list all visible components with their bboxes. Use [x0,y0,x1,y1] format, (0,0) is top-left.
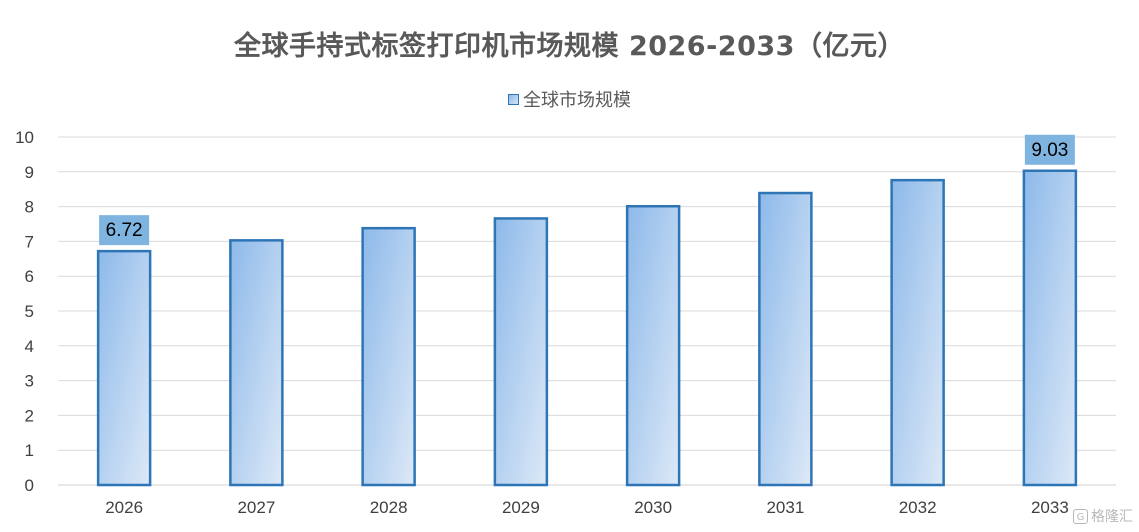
data-labels: 6.72 9.03 [99,134,1075,246]
bar-2026 [96,249,152,487]
bar-2030 [625,205,681,487]
data-label-box [99,215,150,246]
x-tick-label: 2030 [634,498,672,517]
x-tick-label: 2029 [502,498,540,517]
y-tick-label: 9 [25,163,34,182]
x-tick-label: 2027 [237,498,275,517]
y-tick-label: 1 [25,441,34,460]
x-axis-ticks: 2026 2027 2028 2029 2030 2031 2032 2033 [105,498,1069,517]
x-tick-label: 2032 [899,498,937,517]
grid-lines [58,136,1116,486]
x-tick-label: 2033 [1031,498,1069,517]
legend-swatch [508,93,519,105]
bar-2029 [493,217,549,487]
legend: 全球市场规模 [0,86,1139,112]
data-label: 9.03 [1031,140,1068,161]
chart-title: 全球手持式标签打印机市场规模 2026-2033（亿元） [234,31,905,62]
bar-2028 [361,226,416,487]
bar-2027 [229,239,284,487]
y-tick-label: 6 [25,267,34,286]
legend-label: 全球市场规模 [523,90,631,111]
y-tick-label: 5 [25,302,34,321]
bar-2032 [890,178,945,487]
y-tick-label: 0 [25,476,34,495]
x-tick-label: 2026 [105,498,143,517]
y-tick-label: 8 [25,198,34,217]
y-tick-label: 2 [25,406,34,425]
x-tick-label: 2028 [370,498,408,517]
data-label-box [1024,134,1075,165]
bars [96,169,1078,487]
x-tick-label: 2031 [766,498,804,517]
bar-2031 [758,191,813,487]
bar-2033 [1022,169,1078,487]
watermark-logo-icon: G [1073,508,1088,524]
y-tick-label: 10 [15,128,34,147]
watermark-text: 格隆汇 [1091,509,1133,525]
y-axis-ticks: 0 1 2 3 4 5 6 7 8 9 10 [15,128,34,495]
y-tick-label: 4 [25,337,34,356]
y-tick-label: 7 [25,232,34,251]
watermark: G 格隆汇 [1073,506,1133,526]
y-tick-label: 3 [25,372,34,391]
data-label: 6.72 [106,220,143,241]
